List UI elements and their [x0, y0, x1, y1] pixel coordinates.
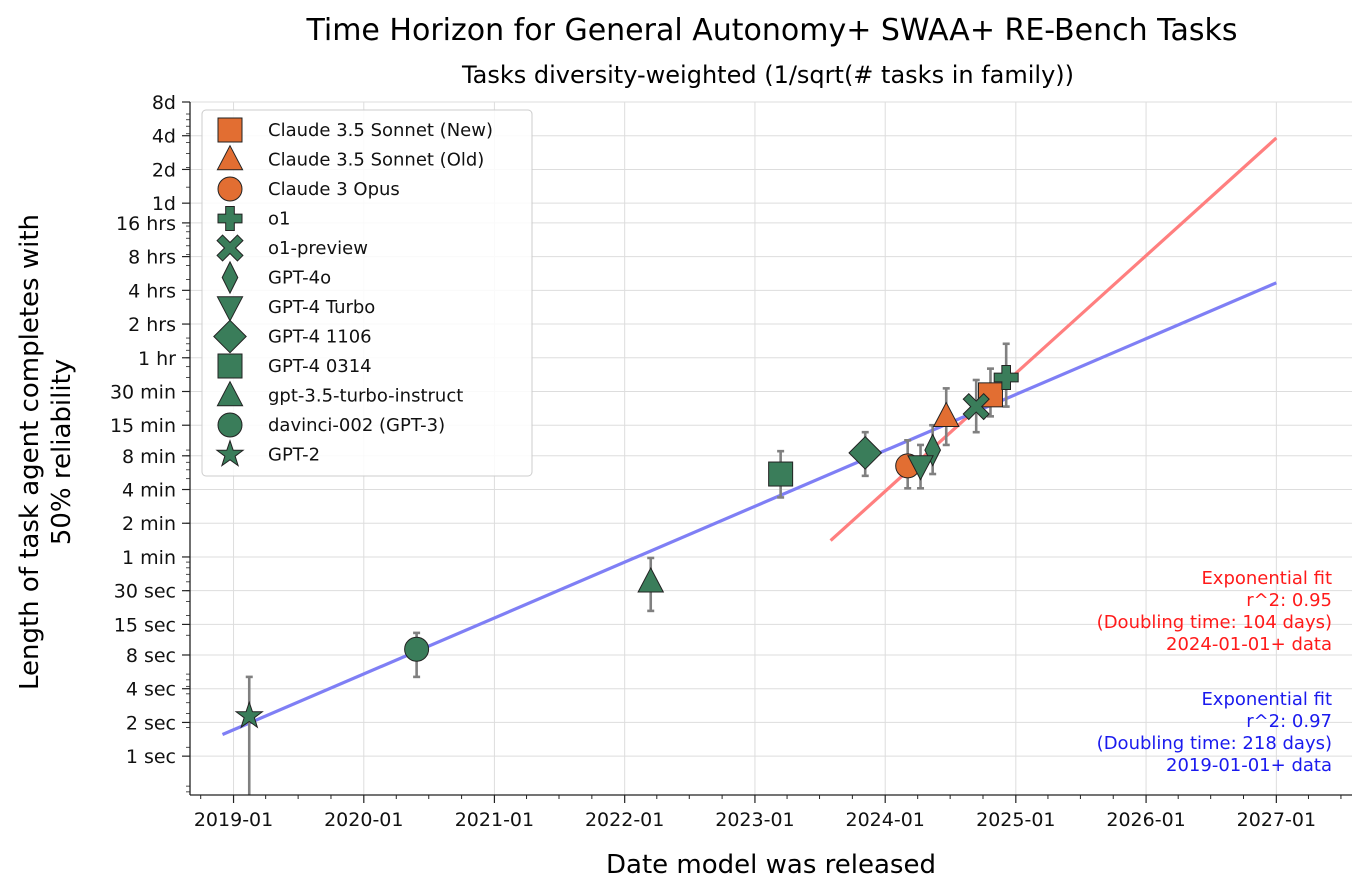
y-tick-label: 8 sec — [126, 645, 176, 667]
legend-marker-gpt-3-5-turbo-instruct — [216, 380, 244, 407]
y-tick-label: 4 hrs — [128, 280, 176, 302]
legend-label-gpt-4-0314: GPT-4 0314 — [268, 356, 372, 377]
legend-label-o1: o1 — [268, 209, 290, 230]
legend-marker-gpt-4-turbo — [216, 296, 244, 322]
x-tick-label: 2020-01 — [324, 809, 403, 831]
legend-label-gpt-4-turbo: GPT-4 Turbo — [268, 297, 375, 318]
point-gpt-4-1106 — [848, 435, 883, 470]
y-tick-label: 8 hrs — [128, 247, 176, 269]
point-claude-3-5-sonnet-old — [932, 401, 960, 428]
y-tick-label: 15 sec — [114, 614, 176, 636]
legend-label-o1-preview: o1-preview — [268, 238, 368, 259]
legend-marker-gpt-4-1106 — [213, 319, 247, 354]
y-axis-ticks: 1 sec 2 sec 4 sec 8 sec 15 sec 30 sec 1 min 2 m… — [110, 92, 190, 793]
y-tick-label: 4 min — [122, 480, 176, 502]
fit-line-2024 — [829, 136, 1278, 542]
point-davinci-002-gpt-3 — [404, 636, 430, 662]
y-tick-label: 8d — [152, 92, 176, 114]
x-tick-label: 2021-01 — [455, 809, 534, 831]
legend-box — [201, 109, 533, 477]
point-o1 — [993, 365, 1019, 390]
point-gpt-3-5-turbo-instruct — [637, 566, 665, 593]
legend-marker-o1 — [217, 206, 243, 231]
point-o1-preview — [962, 392, 990, 421]
x-axis-ticks: 2019-01 2020-01 2021-01 2022-01 2023-01 2024-… — [194, 795, 1342, 831]
legend-label-gpt-2: GPT-2 — [268, 445, 320, 466]
fit-annotation-line: r^2: 0.95 — [1246, 590, 1332, 611]
fit-annotation-line: Exponential fit — [1201, 689, 1332, 710]
fit-line-2019 — [221, 281, 1277, 736]
legend-marker-gpt-2 — [215, 439, 245, 467]
point-gpt-4-turbo — [907, 455, 934, 481]
legend-marker-claude-3-5-sonnet-old — [216, 144, 244, 171]
fit-annotation-line: r^2: 0.97 — [1246, 711, 1332, 732]
y-tick-label: 30 sec — [114, 581, 176, 603]
legend-label-gpt-3-5-turbo-instruct: gpt-3.5-turbo-instruct — [268, 386, 463, 407]
y-tick-label: 15 min — [110, 415, 176, 437]
y-tick-label: 16 hrs — [116, 213, 176, 235]
point-gpt-4-0314 — [768, 461, 794, 487]
legend-marker-gpt-4-0314 — [217, 353, 243, 379]
legend-label-gpt-4o: GPT-4o — [268, 268, 331, 289]
chart-subtitle: Tasks diversity-weighted (1/sqrt(# tasks… — [461, 61, 1074, 89]
y-tick-label: 4d — [152, 126, 176, 148]
legend-marker-claude-3-5-sonnet-new — [217, 117, 243, 143]
legend-label-claude-3-opus: Claude 3 Opus — [268, 179, 400, 200]
x-tick-label: 2019-01 — [194, 809, 273, 831]
y-axis-label-group: Length of task agent completes with 50% … — [15, 214, 77, 690]
legend: Claude 3.5 Sonnet (New) Claude 3.5 Sonnet… — [201, 109, 533, 477]
y-tick-label: 2 hrs — [128, 314, 176, 336]
y-tick-label: 1d — [152, 193, 176, 215]
x-tick-label: 2026-01 — [1106, 809, 1185, 831]
x-tick-label: 2022-01 — [585, 809, 664, 831]
legend-marker-gpt-4o — [221, 260, 239, 295]
x-axis-label: Date model was released — [606, 850, 936, 880]
data-points — [234, 365, 1019, 729]
y-tick-label: 1 sec — [126, 746, 176, 768]
y-tick-label: 1 min — [122, 547, 176, 569]
y-axis-label-line2: 50% reliability — [47, 359, 77, 545]
y-tick-label: 30 min — [110, 381, 176, 403]
legend-label-davinci-002-gpt-3: davinci-002 (GPT-3) — [268, 415, 445, 436]
legend-label-gpt-4-1106: GPT-4 1106 — [268, 327, 372, 348]
fit-annotation-line: 2019-01-01+ data — [1166, 755, 1332, 776]
y-tick-label: 2d — [152, 159, 176, 181]
y-tick-label: 4 sec — [126, 679, 176, 701]
y-tick-label: 2 min — [122, 513, 176, 535]
fit-annotation-line: (Doubling time: 218 days) — [1097, 733, 1332, 754]
fit-annotation-line: 2024-01-01+ data — [1166, 634, 1332, 655]
chart-title: Time Horizon for General Autonomy+ SWAA+… — [305, 13, 1237, 48]
point-claude-3-5-sonnet-new — [977, 382, 1003, 408]
legend-label-claude-3-5-sonnet-new: Claude 3.5 Sonnet (New) — [268, 120, 493, 141]
y-tick-label: 8 min — [122, 446, 176, 468]
point-gpt-2 — [234, 700, 264, 729]
fit-annotation-line: Exponential fit — [1201, 568, 1332, 589]
x-tick-label: 2024-01 — [846, 809, 925, 831]
legend-label-claude-3-5-sonnet-old: Claude 3.5 Sonnet (Old) — [268, 150, 484, 171]
y-tick-label: 2 sec — [126, 712, 176, 734]
y-axis-label-line1: Length of task agent completes with — [15, 214, 45, 690]
x-tick-label: 2023-01 — [715, 809, 794, 831]
fit-annotation-line: (Doubling time: 104 days) — [1097, 612, 1332, 633]
legend-marker-davinci-002-gpt-3 — [217, 412, 243, 438]
legend-marker-claude-3-opus — [217, 176, 243, 202]
x-tick-label: 2025-01 — [976, 809, 1055, 831]
legend-marker-o1-preview — [216, 234, 244, 262]
y-tick-label: 1 hr — [138, 348, 176, 370]
x-tick-label: 2027-01 — [1237, 809, 1316, 831]
grid-lines — [190, 101, 1352, 795]
